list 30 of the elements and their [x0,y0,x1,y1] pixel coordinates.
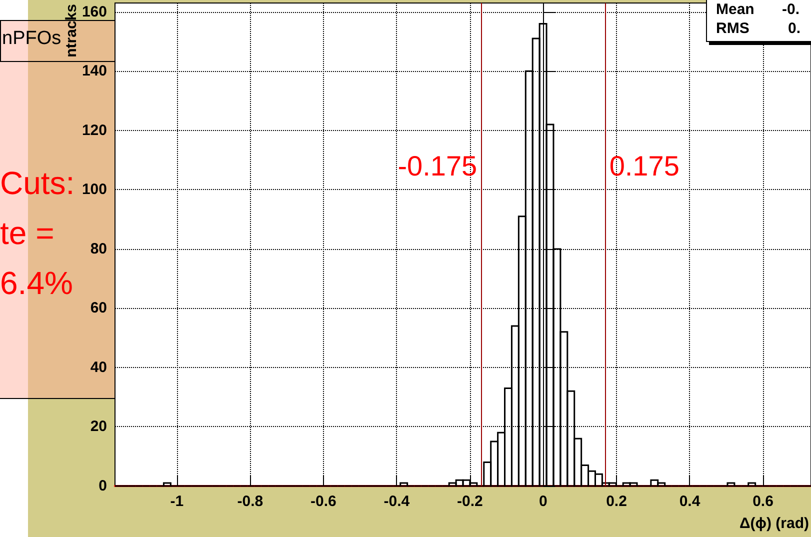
x-tick-label: 0.6 [752,493,774,510]
y-tick-label: 140 [82,62,107,80]
text: 6.4% [0,265,73,302]
y-tick-label: 40 [90,358,107,376]
x-tick-label: -1 [170,493,184,510]
text: Cuts: [0,165,75,202]
y-tick-label: 80 [90,240,107,258]
y-tick-label: 0 [98,478,107,494]
text: te = [0,215,54,252]
x-tick-label: -0.8 [237,493,264,510]
x-tick-label: -0.6 [310,493,336,510]
y-tick-label: 60 [90,300,107,317]
y-tick-label: 20 [90,418,107,436]
ref-line-label: -0.175 [398,150,478,182]
y-tick-label: 100 [82,181,107,198]
text: nPFOs [2,28,62,50]
y-axis-title: ntracks [63,4,80,58]
annotation: 0. [788,20,801,37]
ref-line-label: 0.175 [609,150,680,182]
y-tick-label: 120 [82,122,107,139]
x-tick-label: 0.4 [679,493,701,510]
annotation: Mean [716,1,754,18]
annotation: -0. [782,1,800,18]
x-tick-label: -0.2 [457,493,483,510]
y-tick-label: 160 [82,3,107,20]
x-tick-label: 0 [539,493,548,510]
x-tick-label: -0.4 [384,493,410,510]
x-axis-title: Δ(ϕ) (rad) [739,515,810,532]
annotation: RMS [716,20,750,37]
x-tick-label: 0.2 [606,493,627,510]
